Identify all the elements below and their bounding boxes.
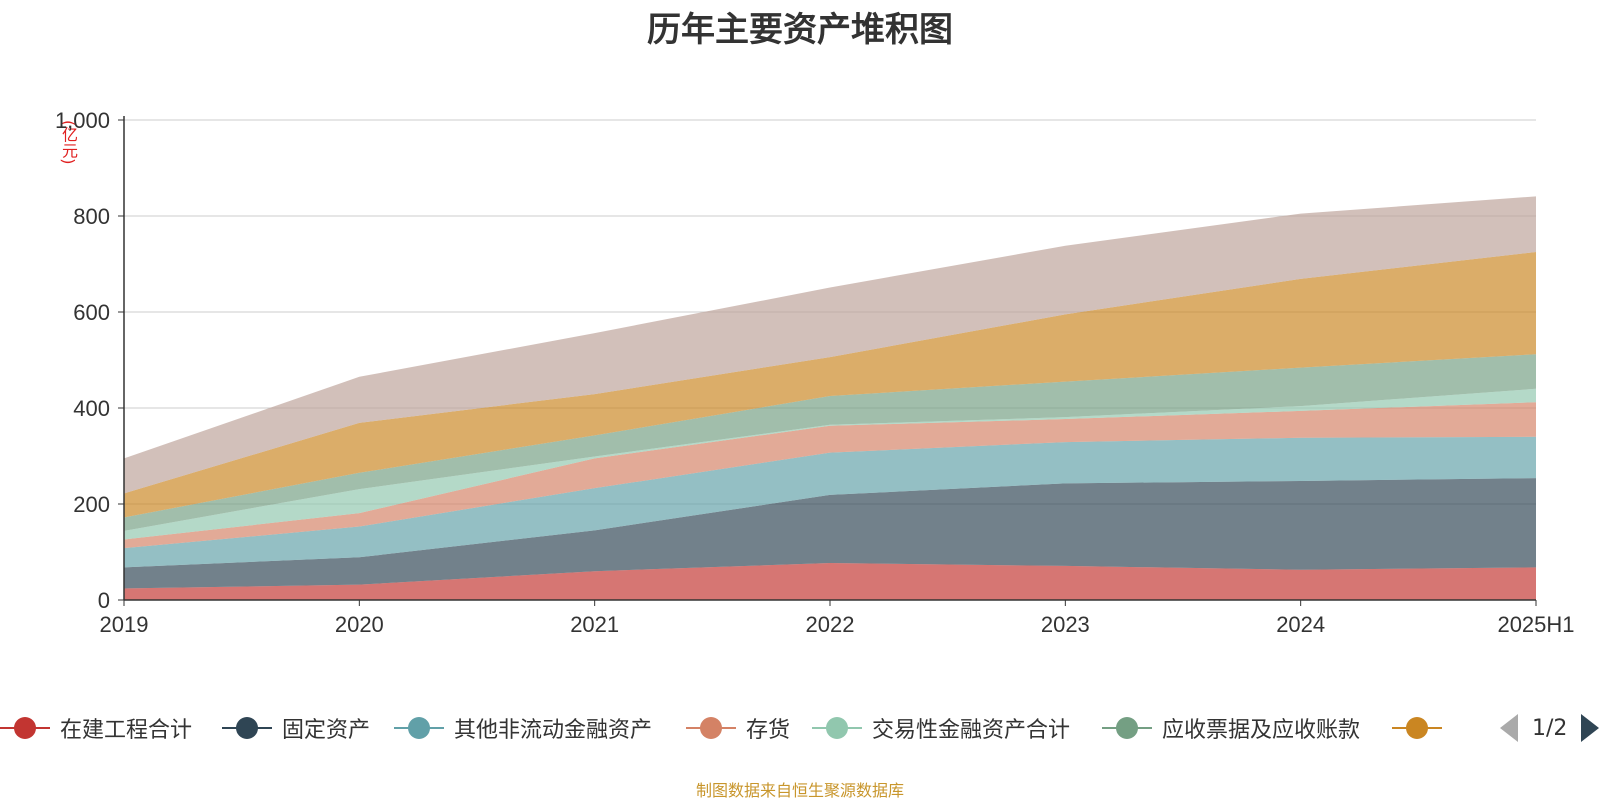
y-tick-label: 400	[73, 396, 110, 421]
y-axis-unit: (亿元)	[59, 120, 78, 165]
legend-label: 在建工程合计	[60, 718, 193, 743]
legend-marker-icon	[394, 710, 444, 746]
area-series-在建工程合计[interactable]	[124, 563, 1536, 600]
y-tick-label: 600	[73, 300, 110, 325]
next-page-arrow-icon[interactable]	[1581, 714, 1600, 742]
legend-label: 存货	[746, 718, 791, 743]
x-tick-label: 2024	[1276, 612, 1325, 637]
data-source-note: 制图数据来自恒生聚源数据库	[695, 781, 904, 800]
x-tick-label: 2020	[335, 612, 384, 637]
legend-item-其他非流动金融资产[interactable]: 其他非流动金融资产	[394, 710, 652, 746]
legend-dot	[1116, 717, 1138, 739]
legend-dot	[1406, 717, 1428, 739]
legend: 在建工程合计 固定资产 其他非流动金融资产 存货 交易性金融资产合计	[0, 710, 1600, 746]
area-series-series-7[interactable]	[124, 252, 1536, 518]
legend-dot	[408, 717, 430, 739]
legend-item-应收票据及应收账款[interactable]: 应收票据及应收账款	[1102, 710, 1360, 746]
x-tick-label: 2022	[806, 612, 855, 637]
legend-dot	[236, 717, 258, 739]
legend-marker-icon	[812, 710, 862, 746]
y-tick-label: 1,000	[55, 108, 110, 133]
legend-item-存货[interactable]: 存货	[686, 710, 790, 746]
x-tick-label: 2023	[1041, 612, 1090, 637]
area-series	[124, 196, 1536, 600]
page-indicator: 1/2	[1532, 715, 1568, 741]
legend-label: 交易性金融资产合计	[872, 718, 1071, 743]
area-series-应收票据及应收账款[interactable]	[124, 354, 1536, 531]
previous-page-arrow-icon[interactable]	[1500, 714, 1518, 742]
legend-label: 应收票据及应收账款	[1162, 718, 1361, 743]
legend-marker-icon	[1392, 710, 1442, 746]
legend-item-truncated[interactable]	[1392, 710, 1442, 746]
legend-label: 固定资产	[282, 718, 371, 743]
y-tick-label: 800	[73, 204, 110, 229]
legend-item-在建工程合计[interactable]: 在建工程合计	[0, 710, 192, 746]
legend-item-交易性金融资产合计[interactable]: 交易性金融资产合计	[812, 710, 1070, 746]
legend-marker-icon	[686, 710, 736, 746]
legend-marker-icon	[1102, 710, 1152, 746]
area-series-固定资产[interactable]	[124, 478, 1536, 589]
x-tick-label: 2021	[570, 612, 619, 637]
legend-dot	[826, 717, 848, 739]
area-series-其他非流动金融资产[interactable]	[124, 436, 1536, 568]
legend-label: 其他非流动金融资产	[454, 718, 653, 743]
legend-item-固定资产[interactable]: 固定资产	[222, 710, 370, 746]
legend-marker-icon	[0, 710, 50, 746]
y-tick-label: 200	[73, 492, 110, 517]
area-series-交易性金融资产合计[interactable]	[124, 388, 1536, 540]
legend-dot	[700, 717, 722, 739]
tick-labels: 0 200 400 600 800 1,000 2019 2020 2021 2022 2023 20…	[55, 108, 1575, 637]
area-series-series-8[interactable]	[124, 196, 1536, 494]
legend-pager: 1/2	[1500, 710, 1600, 746]
y-tick-label: 0	[98, 588, 110, 613]
legend-dot	[14, 717, 36, 739]
x-tick-label: 2025H1	[1497, 612, 1574, 637]
chart-title: 历年主要资产堆积图	[647, 10, 953, 50]
x-tick-label: 2019	[100, 612, 149, 637]
axes	[118, 116, 1537, 606]
area-series-存货[interactable]	[124, 402, 1536, 549]
legend-marker-icon	[222, 710, 272, 746]
